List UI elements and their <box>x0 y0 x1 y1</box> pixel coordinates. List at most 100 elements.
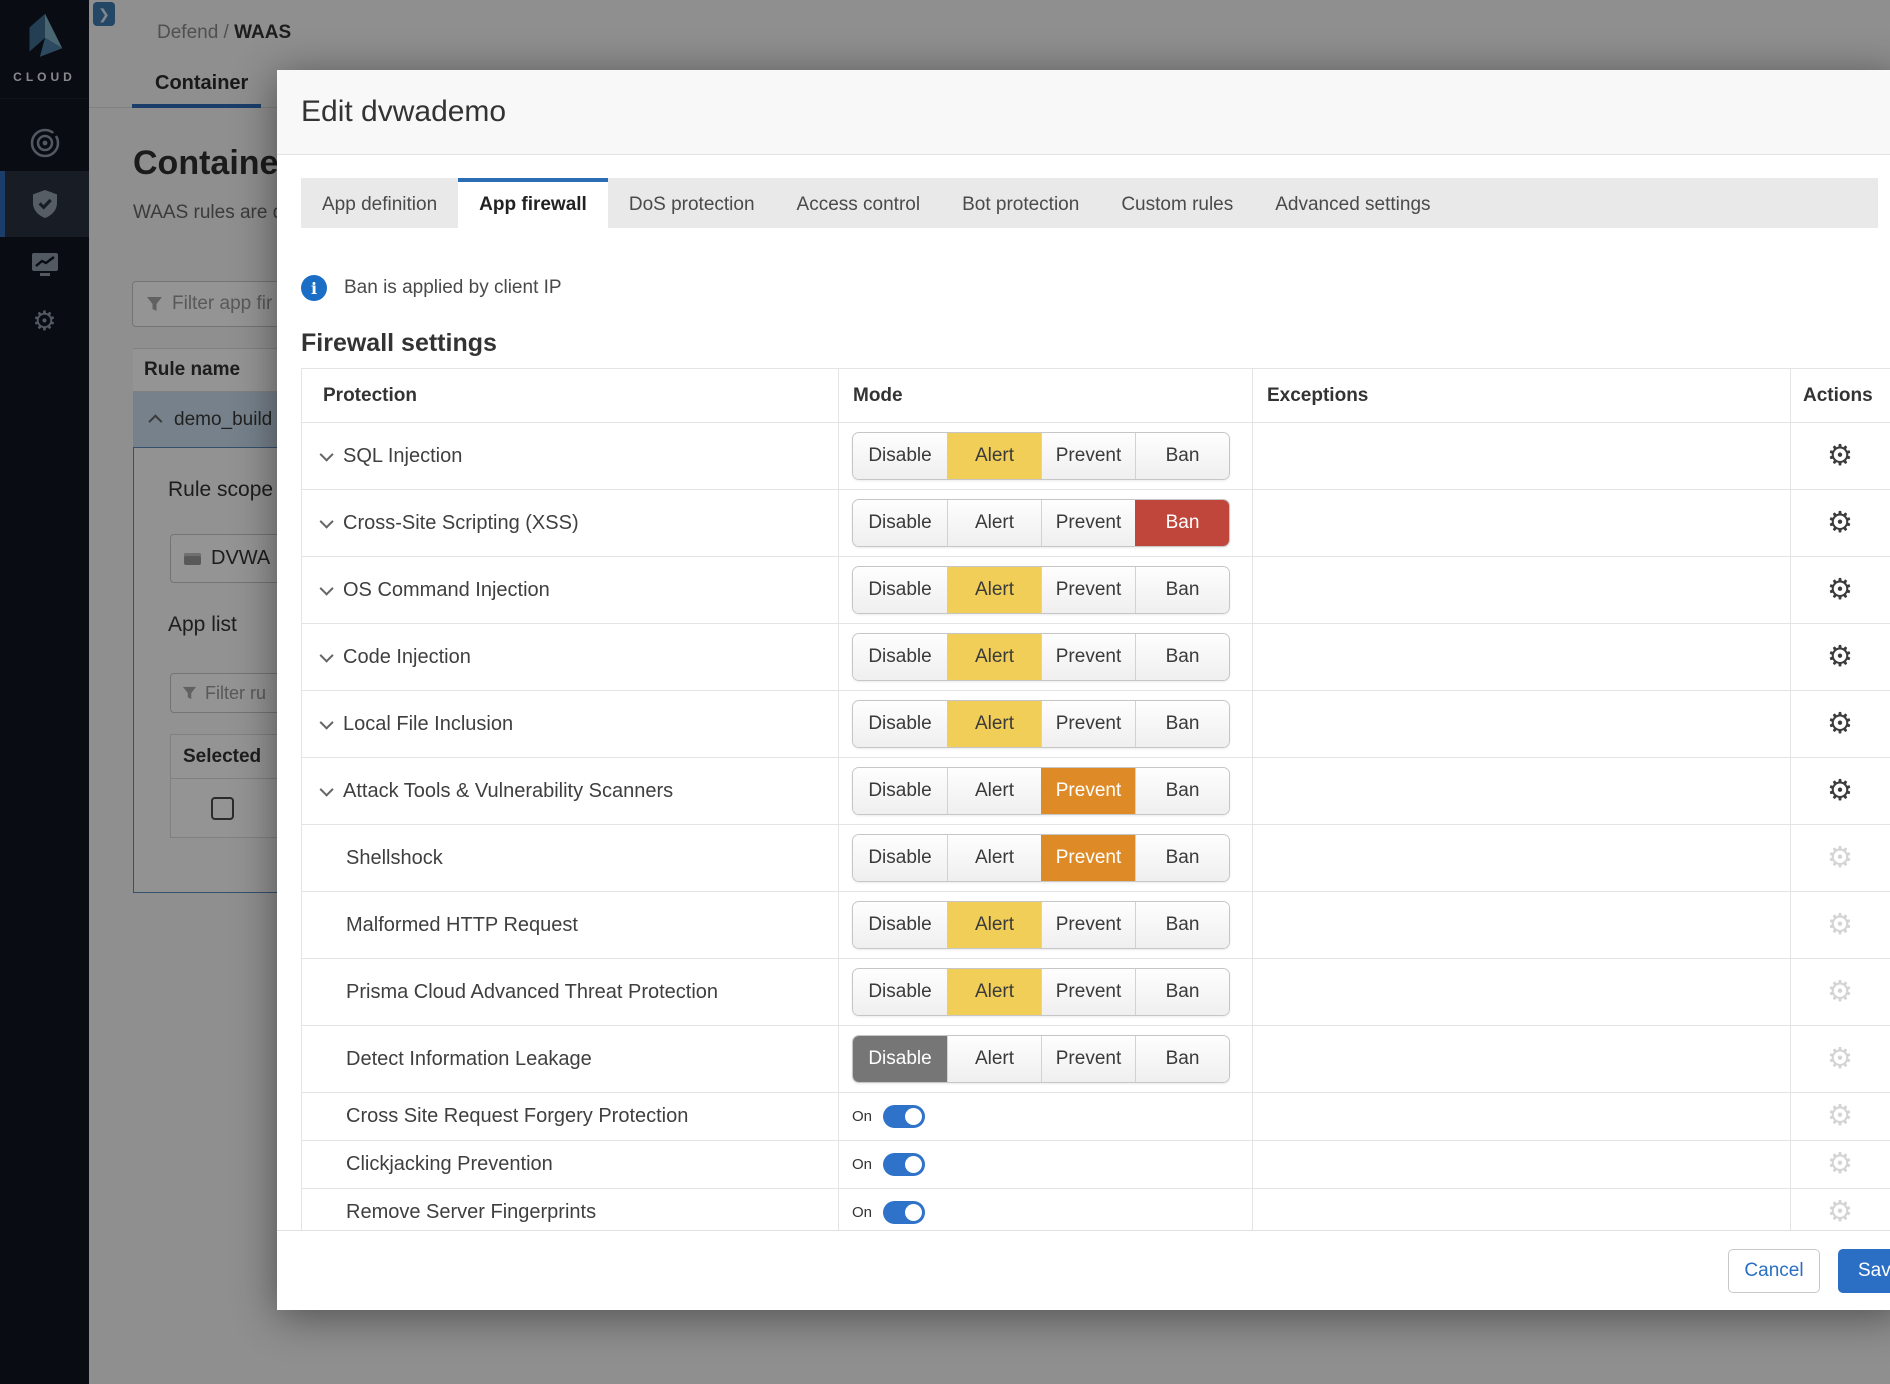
row-settings-gear-icon[interactable]: ⚙ <box>1827 506 1853 539</box>
mode-alert-button[interactable]: Alert <box>947 1036 1041 1082</box>
mode-prevent-button[interactable]: Prevent <box>1041 1036 1135 1082</box>
mode-button-group: Disable Alert Prevent Ban <box>852 499 1230 547</box>
mode-prevent-button[interactable]: Prevent <box>1041 969 1135 1015</box>
mode-button-group: Disable Alert Prevent Ban <box>852 834 1230 882</box>
mode-disable-button[interactable]: Disable <box>853 902 947 948</box>
mode-disable-button[interactable]: Disable <box>853 768 947 814</box>
on-toggle[interactable] <box>883 1201 926 1224</box>
row-settings-gear-icon[interactable]: ⚙ <box>1827 707 1853 740</box>
mode-disable-button[interactable]: Disable <box>853 835 947 881</box>
modal-tab-bar: App definition App firewall DoS protection… <box>301 178 1878 228</box>
app-list-filter-placeholder: Filter ru <box>205 682 267 703</box>
sidebar-item-monitor[interactable] <box>0 237 89 293</box>
table-row: Cross-Site Scripting (XSS) Disable Alert Pr… <box>301 489 1890 557</box>
mode-prevent-button[interactable]: Prevent <box>1041 433 1135 479</box>
mode-ban-button[interactable]: Ban <box>1135 500 1229 546</box>
row-settings-gear-icon[interactable]: ⚙ <box>1827 640 1853 673</box>
logo-text: CLOUD <box>13 70 76 84</box>
sidebar-item-radar[interactable] <box>0 115 89 171</box>
tab-custom-rules[interactable]: Custom rules <box>1121 194 1234 215</box>
mode-ban-button[interactable]: Ban <box>1135 902 1229 948</box>
mode-ban-button[interactable]: Ban <box>1135 969 1229 1015</box>
mode-button-group: Disable Alert Prevent Ban <box>852 901 1230 949</box>
chevron-down-icon[interactable] <box>319 715 334 730</box>
chevron-down-icon[interactable] <box>319 581 334 596</box>
info-banner-text: Ban is applied by client IP <box>344 277 562 298</box>
mode-alert-button[interactable]: Alert <box>947 567 1041 613</box>
mode-prevent-button[interactable]: Prevent <box>1041 567 1135 613</box>
mode-disable-button[interactable]: Disable <box>853 567 947 613</box>
mode-ban-button[interactable]: Ban <box>1135 567 1229 613</box>
table-row: Cross Site Request Forgery Protection On ⚙ <box>301 1092 1890 1141</box>
mode-ban-button[interactable]: Ban <box>1135 835 1229 881</box>
mode-alert-button[interactable]: Alert <box>947 634 1041 680</box>
collection-icon <box>184 552 201 565</box>
mode-ban-button[interactable]: Ban <box>1135 1036 1229 1082</box>
tab-dos-protection[interactable]: DoS protection <box>628 194 755 215</box>
sidebar-expand-button[interactable]: ❯ <box>93 2 115 26</box>
table-row: Clickjacking Prevention On ⚙ <box>301 1140 1890 1189</box>
mode-ban-button[interactable]: Ban <box>1135 634 1229 680</box>
mode-alert-button[interactable]: Alert <box>947 835 1041 881</box>
save-button[interactable]: Save <box>1838 1249 1890 1293</box>
chevron-down-icon[interactable] <box>319 447 334 462</box>
mode-alert-button[interactable]: Alert <box>947 969 1041 1015</box>
edit-rule-modal: Edit dvwademo App definition App firewall… <box>277 70 1890 1310</box>
cancel-button[interactable]: Cancel <box>1728 1249 1820 1293</box>
chevron-down-icon[interactable] <box>319 782 334 797</box>
mode-disable-button[interactable]: Disable <box>853 1036 947 1082</box>
mode-prevent-button[interactable]: Prevent <box>1041 500 1135 546</box>
mode-alert-button[interactable]: Alert <box>947 902 1041 948</box>
modal-title: Edit dvwademo <box>301 95 507 128</box>
table-row: Code Injection Disable Alert Prevent Ban ⚙ <box>301 623 1890 691</box>
mode-prevent-button[interactable]: Prevent <box>1041 902 1135 948</box>
mode-ban-button[interactable]: Ban <box>1135 701 1229 747</box>
exceptions-cell <box>1252 891 1791 959</box>
tab-bot-protection[interactable]: Bot protection <box>962 194 1080 215</box>
mode-disable-button[interactable]: Disable <box>853 433 947 479</box>
row-settings-gear-icon: ⚙ <box>1827 975 1853 1008</box>
tab-app-firewall[interactable]: App firewall <box>458 178 608 228</box>
app-select-checkbox[interactable] <box>211 796 234 820</box>
mode-disable-button[interactable]: Disable <box>853 500 947 546</box>
row-settings-gear-icon[interactable]: ⚙ <box>1827 439 1853 472</box>
table-row: Prisma Cloud Advanced Threat Protection D… <box>301 958 1890 1026</box>
info-icon: i <box>301 275 327 301</box>
protection-label: Code Injection <box>343 645 471 668</box>
breadcrumb-section[interactable]: Defend <box>157 22 219 43</box>
chevron-down-icon[interactable] <box>319 648 334 663</box>
column-header-exceptions: Exceptions <box>1252 368 1791 423</box>
sidebar-item-defend[interactable] <box>0 171 89 237</box>
table-row: Local File Inclusion Disable Alert Prevent B… <box>301 690 1890 758</box>
mode-alert-button[interactable]: Alert <box>947 768 1041 814</box>
row-settings-gear-icon[interactable]: ⚙ <box>1827 774 1853 807</box>
tab-app-definition[interactable]: App definition <box>322 194 438 215</box>
sidebar: CLOUD ⚙ <box>0 0 89 1384</box>
mode-prevent-button[interactable]: Prevent <box>1041 634 1135 680</box>
mode-disable-button[interactable]: Disable <box>853 634 947 680</box>
mode-alert-button[interactable]: Alert <box>947 701 1041 747</box>
funnel-icon <box>182 686 197 700</box>
mode-alert-button[interactable]: Alert <box>947 433 1041 479</box>
mode-ban-button[interactable]: Ban <box>1135 433 1229 479</box>
chevron-down-icon[interactable] <box>319 514 334 529</box>
row-settings-gear-icon[interactable]: ⚙ <box>1827 573 1853 606</box>
tab-advanced-settings[interactable]: Advanced settings <box>1275 194 1431 215</box>
mode-prevent-button[interactable]: Prevent <box>1041 701 1135 747</box>
tab-container[interactable]: Container <box>155 72 249 94</box>
tab-access-control[interactable]: Access control <box>796 194 921 215</box>
app-list-label: App list <box>168 613 237 636</box>
mode-button-group: Disable Alert Prevent Ban <box>852 968 1230 1016</box>
modal-header: Edit dvwademo <box>277 70 1890 155</box>
breadcrumb-current: WAAS <box>234 22 292 43</box>
mode-alert-button[interactable]: Alert <box>947 500 1041 546</box>
mode-prevent-button[interactable]: Prevent <box>1041 768 1135 814</box>
on-toggle[interactable] <box>883 1153 926 1176</box>
tab-active-underline <box>132 104 261 108</box>
sidebar-item-settings[interactable]: ⚙ <box>0 293 89 349</box>
mode-disable-button[interactable]: Disable <box>853 969 947 1015</box>
mode-prevent-button[interactable]: Prevent <box>1041 835 1135 881</box>
on-toggle[interactable] <box>883 1105 926 1128</box>
mode-disable-button[interactable]: Disable <box>853 701 947 747</box>
mode-ban-button[interactable]: Ban <box>1135 768 1229 814</box>
